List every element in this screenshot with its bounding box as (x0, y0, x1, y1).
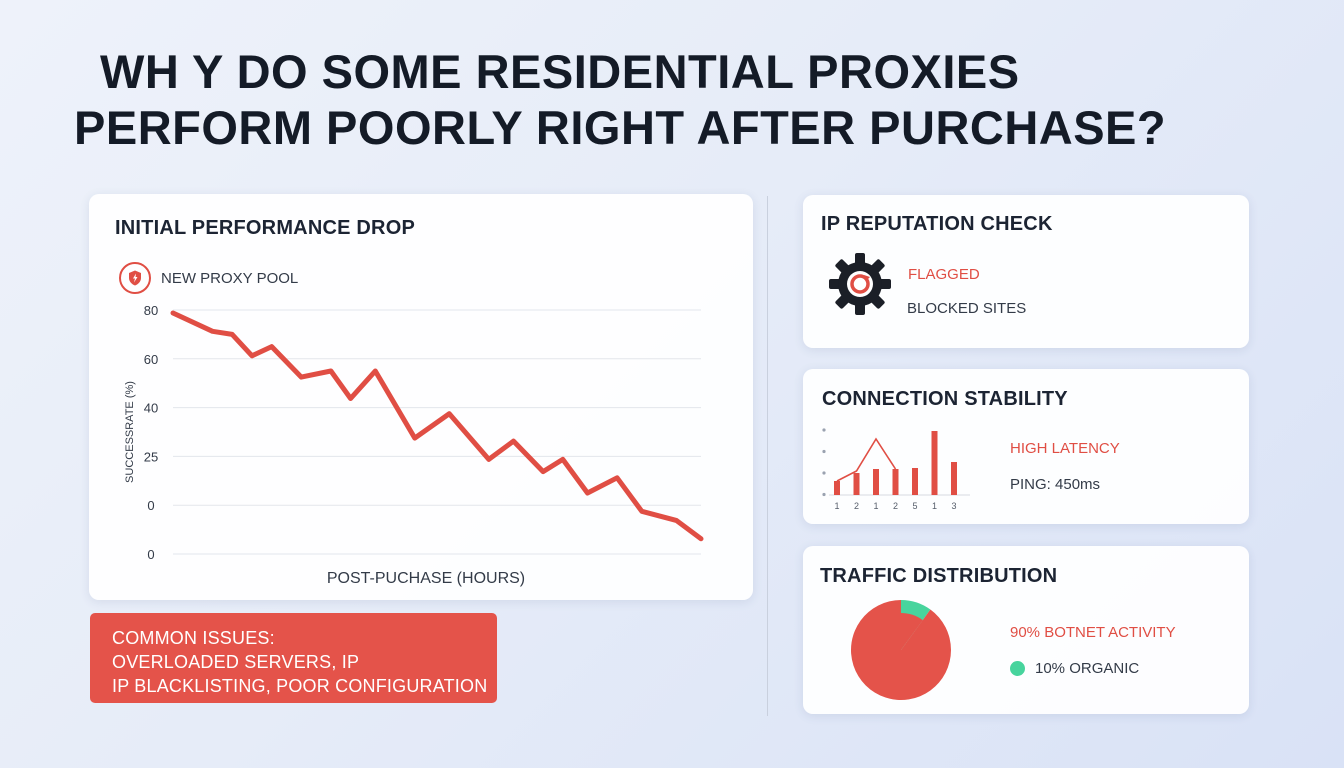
latency-line (836, 437, 897, 482)
x-tick-label: 3 (951, 501, 956, 511)
latency-bar (912, 468, 918, 495)
x-tick-label: 1 (834, 501, 839, 511)
section-divider (767, 196, 768, 716)
traffic-distribution-title: TRAFFIC DISTRIBUTION (820, 565, 1058, 587)
latency-bar-chart: 1 2 1 2 5 1 3 (822, 428, 970, 511)
legend-label: NEW PROXY POOL (161, 269, 299, 287)
axis-dot (822, 428, 826, 432)
y-tick-label: 40 (144, 401, 158, 416)
ping-value: PING: 450ms (1010, 476, 1101, 493)
pie-inner-fill (901, 613, 923, 650)
shield-bolt-icon (119, 262, 151, 294)
traffic-pie-chart (850, 600, 951, 700)
performance-card: 80 60 40 25 0 0 SUCCESSRATE (%) POST-PUCHASE (H… (89, 194, 753, 600)
axis-dot (822, 492, 826, 497)
latency-status: HIGH LATENCY (1010, 440, 1120, 457)
y-tick-label: 0 (147, 547, 154, 562)
pie-slice-botnet (850, 600, 951, 700)
page-title: WH Y DO SOME RESIDENTIAL PROXIES PERFORM… (74, 44, 1166, 156)
issues-line-3: IP BLACKLISTING, POOR CONFIGURATION (112, 676, 488, 696)
ip-reputation-title: IP REPUTATION CHECK (821, 213, 1053, 235)
gear-alert-icon (829, 253, 891, 315)
ip-reputation-card: IP REPUTATION CHECK FLAGGED BLOCKED SITE… (803, 195, 1249, 348)
latency-bar (834, 481, 840, 495)
chart-legend: NEW PROXY POOL (119, 262, 298, 294)
organic-label: 10% ORGANIC (1035, 660, 1140, 677)
y-tick-label: 25 (144, 449, 158, 464)
x-tick-label: 1 (873, 501, 878, 511)
x-tick-label: 1 (932, 501, 937, 511)
y-axis-label: SUCCESSRATE (%) (124, 381, 136, 483)
connection-stability-card: CONNECTION STABILITY 1 2 1 2 5 1 3 HIGH LATENC… (803, 369, 1249, 524)
reputation-status: FLAGGED (908, 266, 980, 283)
x-tick-label: 2 (893, 501, 898, 511)
common-issues-banner: COMMON ISSUES: OVERLOADED SERVERS, IP IP… (90, 613, 497, 703)
traffic-distribution-card: TRAFFIC DISTRIBUTION 90% BOTNET ACTIVITY… (803, 546, 1249, 714)
y-tick-label: 80 (144, 303, 158, 318)
x-tick-label: 5 (912, 501, 917, 511)
organic-legend: 10% ORGANIC (1010, 660, 1139, 677)
series-line-new-proxy-pool (170, 310, 704, 542)
performance-line-chart: 80 60 40 25 0 0 SUCCESSRATE (%) POST-PUCHASE (H… (124, 303, 704, 587)
latency-bar (892, 469, 899, 495)
x-tick-label: 2 (854, 501, 859, 511)
reputation-detail: BLOCKED SITES (907, 300, 1027, 317)
latency-bar (931, 431, 938, 495)
x-axis-label: POST-PUCHASE (HOURS) (327, 570, 525, 587)
y-tick-label: 60 (144, 352, 158, 367)
issues-line-2: OVERLOADED SERVERS, IP (112, 652, 360, 672)
issues-heading: COMMON ISSUES: (112, 628, 275, 648)
axis-dot (822, 471, 826, 475)
title-line-1: WH Y DO SOME RESIDENTIAL PROXIES (100, 45, 1020, 98)
latency-bar (853, 473, 860, 495)
performance-card-title: INITIAL PERFORMANCE DROP (115, 217, 415, 239)
latency-bar (873, 469, 879, 495)
botnet-label: 90% BOTNET ACTIVITY (1010, 624, 1176, 641)
latency-bar (951, 462, 957, 495)
title-line-2: PERFORM POORLY RIGHT AFTER PURCHASE? (74, 101, 1167, 154)
axis-dot (822, 449, 826, 454)
connection-stability-title: CONNECTION STABILITY (822, 388, 1068, 410)
y-tick-label: 0 (147, 498, 154, 513)
organic-dot (1010, 661, 1025, 676)
